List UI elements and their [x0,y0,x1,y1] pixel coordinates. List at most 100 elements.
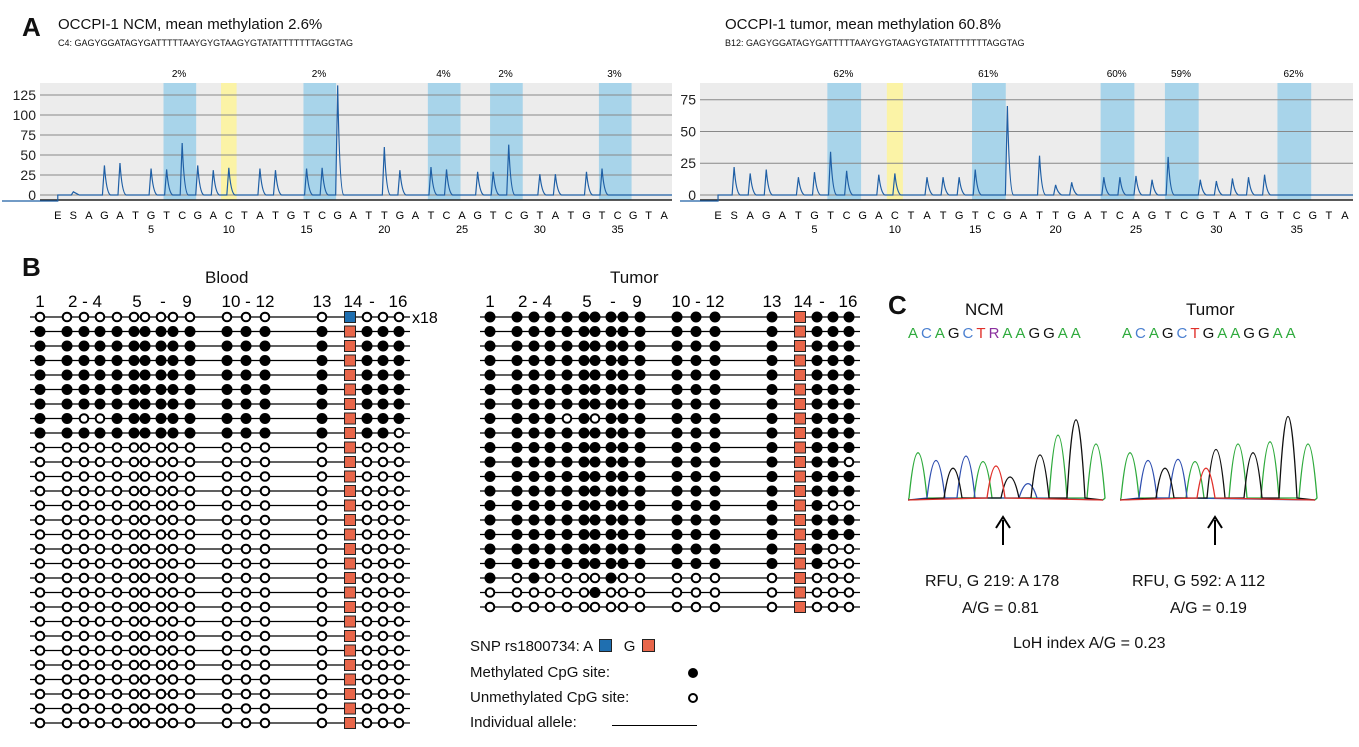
methylated-site [128,398,140,410]
methylated-site [671,355,683,366]
unmethylated-site [259,630,271,642]
chromatogram-tumor [1120,416,1318,545]
unmethylated-site [221,558,233,569]
methylated-site [843,427,855,439]
snp-square [794,456,806,468]
unmethylated-site [61,442,73,453]
unmethylated-site [766,572,778,584]
methylated-site [766,558,778,569]
unmethylated-site [316,529,328,540]
unmethylated-site [259,659,271,671]
methylated-site [561,471,573,482]
methylated-site [128,384,140,395]
unmethylated-site [78,674,90,685]
unmethylated-site [78,645,90,656]
methylated-site [617,398,629,410]
unmethylated-site [155,616,167,627]
pyro-ncm-sequence: C4: GAGYGGATAGYGATTTTTAAYGYGTAAGYGTATATT… [58,38,354,48]
unmethylated-site [259,471,271,482]
methylated-site [589,558,601,569]
methylated-site [484,572,496,584]
methylated-site [578,543,590,555]
unmethylated-site [377,442,389,453]
unmethylated-site [240,514,252,526]
base-label: T [795,210,802,222]
methylated-site [617,369,629,381]
sequence-base: A [1070,325,1081,342]
unmethylated-site [111,311,123,323]
unmethylated-site [634,587,646,598]
methylated-site [827,427,839,439]
methylated-site [827,471,839,482]
methylated-site [843,369,855,381]
methylated-site [544,384,556,395]
methylated-site [617,514,629,526]
unmethylated-site [544,601,556,613]
unmethylated-site [361,514,373,526]
methylated-site [94,398,106,410]
methylated-dot-icon [688,668,698,678]
methylated-site [184,355,196,366]
unmethylated-site [240,572,252,584]
methylated-site [139,413,151,424]
methylated-site [528,500,540,511]
unmethylated-site [316,456,328,468]
unmethylated-site [128,471,140,482]
unmethylated-site [221,616,233,627]
base-label: G [1003,210,1012,222]
methylated-site [690,529,702,540]
unmethylated-site [377,688,389,700]
pyro-tumor-title: OCCPI-1 tumor, mean methylation 60.8% [725,16,1001,33]
methylated-site [139,398,151,410]
methylated-site [766,311,778,323]
unmethylated-site [484,587,496,598]
unmethylated-site [528,601,540,613]
methylated-site [111,384,123,395]
unmethylated-site [34,442,46,453]
position-number: 5 [148,224,154,235]
base-label: T [940,210,947,222]
methylated-site [605,398,617,410]
unmethylated-site [393,659,405,671]
unmethylated-site [78,413,90,424]
methylated-site [528,442,540,453]
base-label: C [505,210,513,222]
methylated-site [128,355,140,366]
methylated-site [709,398,721,410]
sequence-base: C [921,325,932,342]
methylated-site [528,471,540,482]
methylated-site [316,427,328,439]
site-header-label: 13 [313,292,332,311]
trace-c [908,455,1104,501]
unmethylated-site [155,311,167,323]
methylated-site [511,456,523,468]
methylated-site [561,340,573,352]
methylated-site [511,369,523,381]
methylated-site [184,340,196,352]
methylated-site [484,500,496,511]
methylated-site [128,340,140,352]
unmethylated-site [259,500,271,511]
methylated-site [766,456,778,468]
methylated-site [690,500,702,511]
methylated-site [811,514,823,526]
unmethylated-site [843,558,855,569]
sequence-base: A [1217,325,1228,342]
unmethylated-site [94,442,106,453]
unmethylated-site [167,674,179,685]
methylated-site [61,340,73,352]
unmethylated-site [544,572,556,584]
position-number: 10 [223,224,235,235]
unmethylated-site [240,616,252,627]
methylated-site [184,384,196,395]
methylated-site [709,384,721,395]
methylated-site [240,326,252,337]
unmethylated-site [393,442,405,453]
unmethylated-site [240,601,252,613]
unmethylated-site [184,471,196,482]
position-number: 20 [378,224,390,235]
unmethylated-site [184,601,196,613]
methylated-site [561,558,573,569]
unmethylated-site [316,543,328,555]
base-label: G [287,210,296,222]
